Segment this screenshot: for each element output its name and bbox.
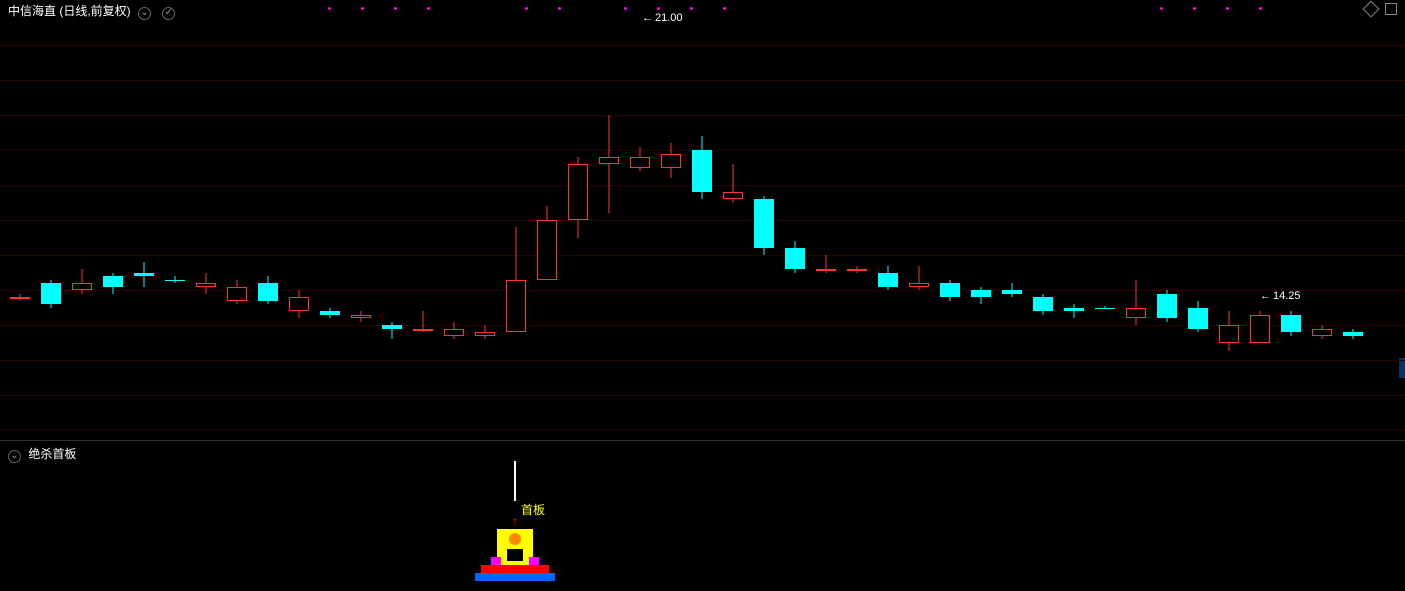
candle[interactable] xyxy=(165,276,185,283)
chart-title-bar: 中信海直 (日线,前复权) ⌄ ✓ xyxy=(8,2,179,20)
candle[interactable] xyxy=(1002,283,1022,297)
marker-dot xyxy=(394,7,397,10)
candle[interactable] xyxy=(754,196,774,256)
candle[interactable] xyxy=(661,143,681,178)
candle[interactable] xyxy=(134,262,154,287)
candle[interactable] xyxy=(537,206,557,280)
square-icon[interactable] xyxy=(1385,3,1397,15)
indicator-label: 首板 xyxy=(521,501,545,518)
candle[interactable] xyxy=(1281,311,1301,336)
candle[interactable] xyxy=(1095,306,1115,310)
candle[interactable] xyxy=(506,227,526,332)
candle[interactable] xyxy=(723,164,743,203)
candle[interactable] xyxy=(1250,311,1270,343)
candle[interactable] xyxy=(1188,301,1208,333)
sub-indicator-name: 绝杀首板 xyxy=(28,447,76,461)
candle[interactable] xyxy=(1343,329,1363,340)
gridline xyxy=(0,115,1405,116)
marker-dot xyxy=(558,7,561,10)
candle[interactable] xyxy=(320,308,340,319)
candle[interactable] xyxy=(940,280,960,301)
gridline xyxy=(0,255,1405,256)
candle[interactable] xyxy=(227,280,247,305)
candle[interactable] xyxy=(351,311,371,322)
candle[interactable] xyxy=(785,241,805,273)
candle[interactable] xyxy=(444,322,464,340)
candle[interactable] xyxy=(1219,311,1239,351)
gridline xyxy=(0,45,1405,46)
candle[interactable] xyxy=(289,290,309,318)
marker-dot xyxy=(427,7,430,10)
marker-dot xyxy=(657,7,660,10)
marker-dot xyxy=(361,7,364,10)
candle[interactable] xyxy=(103,273,123,294)
scroll-indicator[interactable] xyxy=(1399,358,1405,378)
marker-dot xyxy=(1259,7,1262,10)
price-high-label: 21.00 xyxy=(642,12,683,24)
main-candlestick-chart[interactable]: 中信海直 (日线,前复权) ⌄ ✓ 21.00 14.25 xyxy=(0,0,1405,440)
candle[interactable] xyxy=(568,157,588,238)
candle[interactable] xyxy=(72,269,92,294)
candle[interactable] xyxy=(1033,294,1053,315)
gridline xyxy=(0,430,1405,431)
check-icon[interactable]: ✓ xyxy=(162,7,175,20)
candle[interactable] xyxy=(692,136,712,199)
first-board-indicator: 首板↑ xyxy=(485,461,545,591)
candle[interactable] xyxy=(599,115,619,213)
candle[interactable] xyxy=(1312,325,1332,339)
candle[interactable] xyxy=(196,273,216,294)
candle[interactable] xyxy=(475,325,495,339)
marker-dot xyxy=(1226,7,1229,10)
candle[interactable] xyxy=(1064,304,1084,318)
candle[interactable] xyxy=(258,276,278,304)
candle[interactable] xyxy=(909,266,929,291)
expand-icon[interactable]: ⌄ xyxy=(138,7,151,20)
candle[interactable] xyxy=(413,311,433,332)
candle[interactable] xyxy=(1157,290,1177,322)
top-right-controls xyxy=(1361,2,1397,20)
sub-expand-icon[interactable]: ⌄ xyxy=(8,450,21,463)
marker-dot xyxy=(328,7,331,10)
gridline xyxy=(0,395,1405,396)
stock-title: 中信海直 (日线,前复权) xyxy=(8,4,131,18)
marker-dot xyxy=(1160,7,1163,10)
marker-dot xyxy=(690,7,693,10)
diamond-icon[interactable] xyxy=(1362,1,1379,18)
candle[interactable] xyxy=(41,280,61,308)
candle[interactable] xyxy=(10,294,30,301)
gridline xyxy=(0,360,1405,361)
candle[interactable] xyxy=(847,266,867,273)
price-low-label: 14.25 xyxy=(1260,290,1301,302)
marker-dot xyxy=(624,7,627,10)
marker-dot xyxy=(723,7,726,10)
candle[interactable] xyxy=(630,147,650,172)
candle[interactable] xyxy=(382,322,402,340)
marker-dot xyxy=(1193,7,1196,10)
candle[interactable] xyxy=(878,266,898,291)
candle[interactable] xyxy=(1126,280,1146,326)
candle[interactable] xyxy=(971,287,991,305)
up-arrow-icon: ↑ xyxy=(512,513,519,529)
marker-dot xyxy=(525,7,528,10)
sub-indicator-chart[interactable]: ⌄ 绝杀首板 首板↑ xyxy=(0,440,1405,588)
sub-chart-title-bar: ⌄ 绝杀首板 xyxy=(8,445,76,463)
gridline xyxy=(0,220,1405,221)
candle[interactable] xyxy=(816,255,836,273)
gridline xyxy=(0,80,1405,81)
